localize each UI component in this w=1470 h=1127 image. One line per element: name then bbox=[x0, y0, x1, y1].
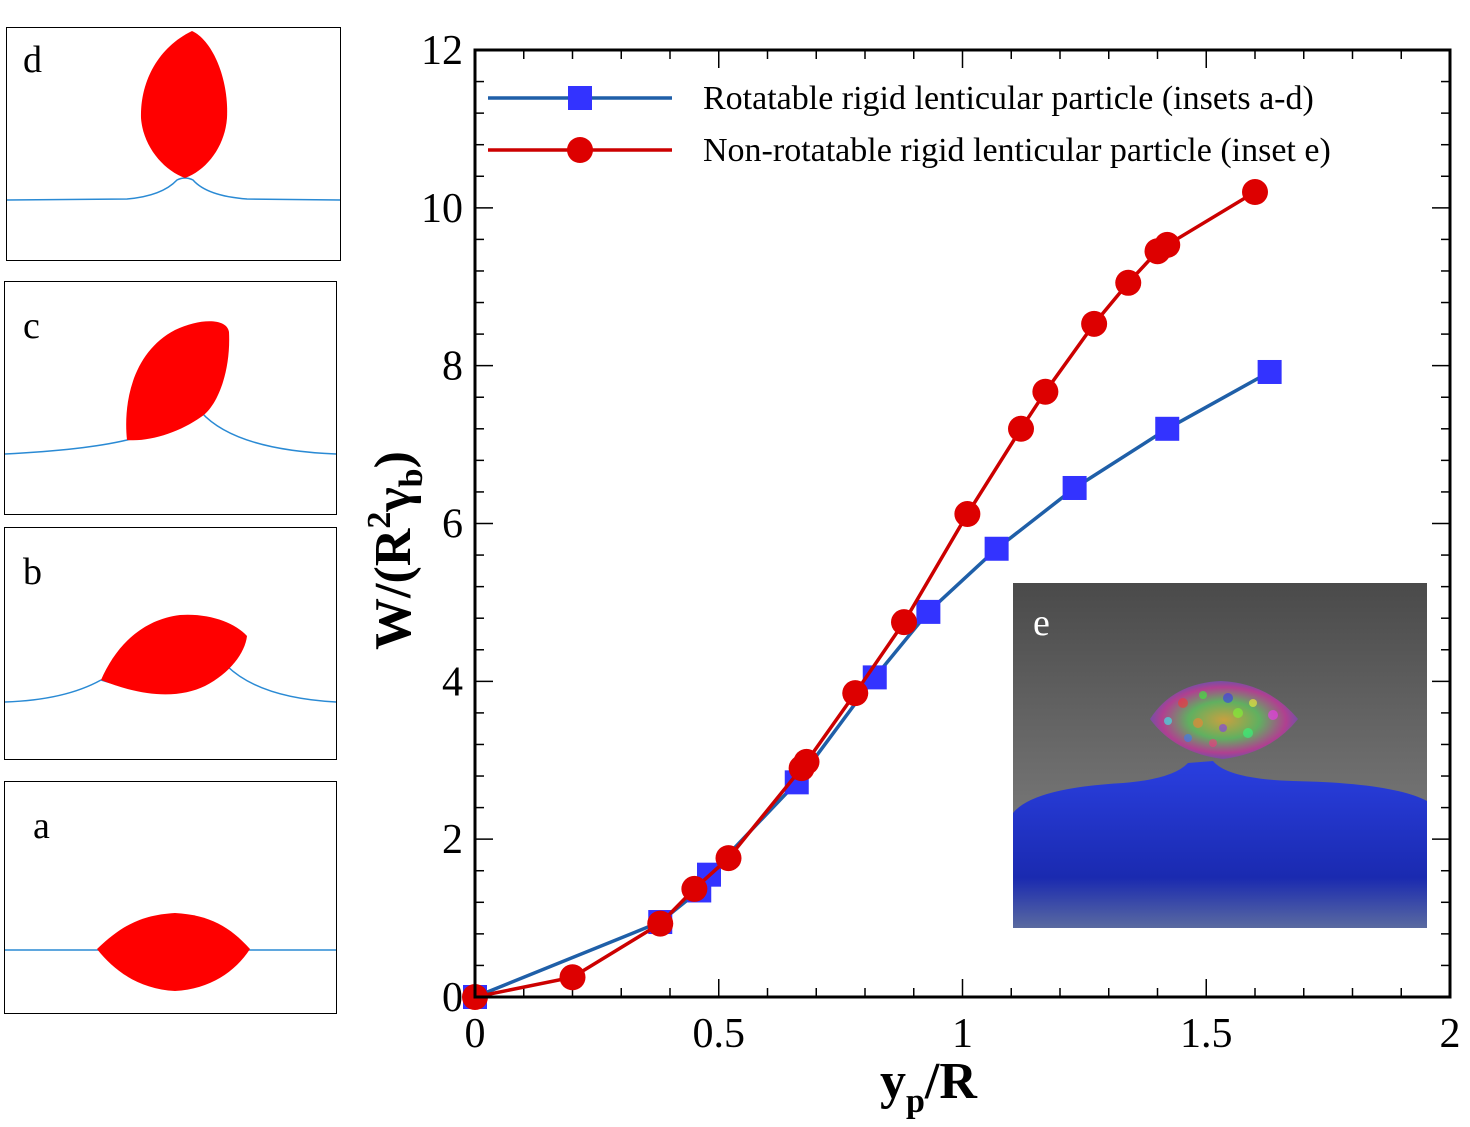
x-axis-title: yp/R bbox=[880, 1053, 978, 1120]
data-point-square bbox=[1155, 416, 1180, 441]
data-point-circle bbox=[681, 875, 708, 902]
data-point-circle bbox=[1154, 231, 1181, 258]
data-point-square bbox=[984, 536, 1009, 561]
data-point-circle bbox=[793, 748, 820, 775]
particle bbox=[126, 321, 230, 441]
legend-marker-nonrotatable bbox=[567, 137, 593, 163]
data-point-circle bbox=[1032, 378, 1059, 405]
data-point-circle bbox=[842, 680, 869, 707]
x-title-sub: p bbox=[906, 1083, 925, 1120]
inset-c: c bbox=[4, 281, 337, 515]
particle bbox=[97, 913, 250, 991]
inset-c-label: c bbox=[23, 305, 40, 347]
tick-labels: 0 0.5 1 1.5 2 0 2 4 6 8 10 12 bbox=[421, 28, 1461, 1057]
y-axis-title: W/(R2γb) bbox=[361, 451, 430, 650]
y-title-close: ) bbox=[365, 451, 422, 468]
data-point-square bbox=[1257, 359, 1282, 384]
y-tick-label: 2 bbox=[442, 817, 463, 863]
x-title-main: y bbox=[880, 1053, 906, 1110]
x-tick-label: 1 bbox=[952, 1011, 973, 1057]
legend-label-rotatable: Rotatable rigid lenticular particle (ins… bbox=[703, 80, 1314, 117]
y-tick-label: 8 bbox=[442, 344, 463, 390]
inset-a: a bbox=[4, 781, 337, 1014]
particle-texture bbox=[1164, 691, 1278, 747]
particle bbox=[140, 31, 228, 178]
inset-a-label: a bbox=[33, 805, 50, 847]
plot-frame bbox=[473, 48, 1452, 999]
data-point-circle bbox=[715, 845, 742, 872]
inset-d-label: d bbox=[23, 39, 42, 81]
data-point-circle bbox=[1115, 269, 1142, 296]
y-tick-label: 12 bbox=[421, 28, 463, 74]
inset-d: d bbox=[6, 27, 341, 261]
y-title-sup: 2 bbox=[361, 512, 398, 529]
legend-label-nonrotatable: Non-rotatable rigid lenticular particle … bbox=[703, 132, 1331, 169]
data-point-square bbox=[916, 599, 941, 624]
inset-c-drawing bbox=[5, 321, 336, 455]
x-tick-label: 1.5 bbox=[1180, 1011, 1233, 1057]
data-point-circle bbox=[954, 501, 981, 528]
inset-b: b bbox=[4, 527, 337, 760]
y-title-sub: b bbox=[393, 468, 430, 487]
inset-d-drawing bbox=[7, 31, 340, 201]
x-tick-label: 0.5 bbox=[693, 1011, 746, 1057]
data-point-circle bbox=[1242, 179, 1268, 206]
inset-e: e bbox=[1013, 583, 1427, 928]
data-point-square bbox=[1062, 475, 1087, 500]
x-tick-label: 2 bbox=[1440, 1011, 1461, 1057]
inset-e-label: e bbox=[1033, 602, 1050, 644]
inset-b-drawing bbox=[5, 614, 336, 703]
legend: Rotatable rigid lenticular particle (ins… bbox=[488, 80, 1331, 169]
liquid-body bbox=[1013, 761, 1427, 928]
legend-marker-rotatable bbox=[568, 86, 592, 110]
data-point-circle bbox=[1008, 415, 1034, 442]
y-tick-label: 0 bbox=[442, 975, 463, 1021]
y-tick-label: 4 bbox=[442, 659, 463, 705]
x-tick-label: 0 bbox=[465, 1011, 486, 1057]
data-point-circle bbox=[891, 609, 917, 636]
y-tick-label: 6 bbox=[442, 502, 463, 548]
y-title-main: W/(R bbox=[365, 527, 422, 650]
y-title-gamma: γ bbox=[365, 487, 422, 512]
inset-a-drawing bbox=[5, 913, 336, 991]
inset-b-label: b bbox=[23, 551, 42, 593]
data-point-circle bbox=[559, 964, 586, 991]
data-point-circle bbox=[647, 910, 674, 937]
data-point-circle bbox=[1081, 310, 1108, 337]
inset-e-drawing: e bbox=[1013, 583, 1427, 928]
y-tick-label: 10 bbox=[421, 186, 463, 232]
particle bbox=[101, 614, 247, 695]
x-title-rest: /R bbox=[924, 1053, 978, 1110]
